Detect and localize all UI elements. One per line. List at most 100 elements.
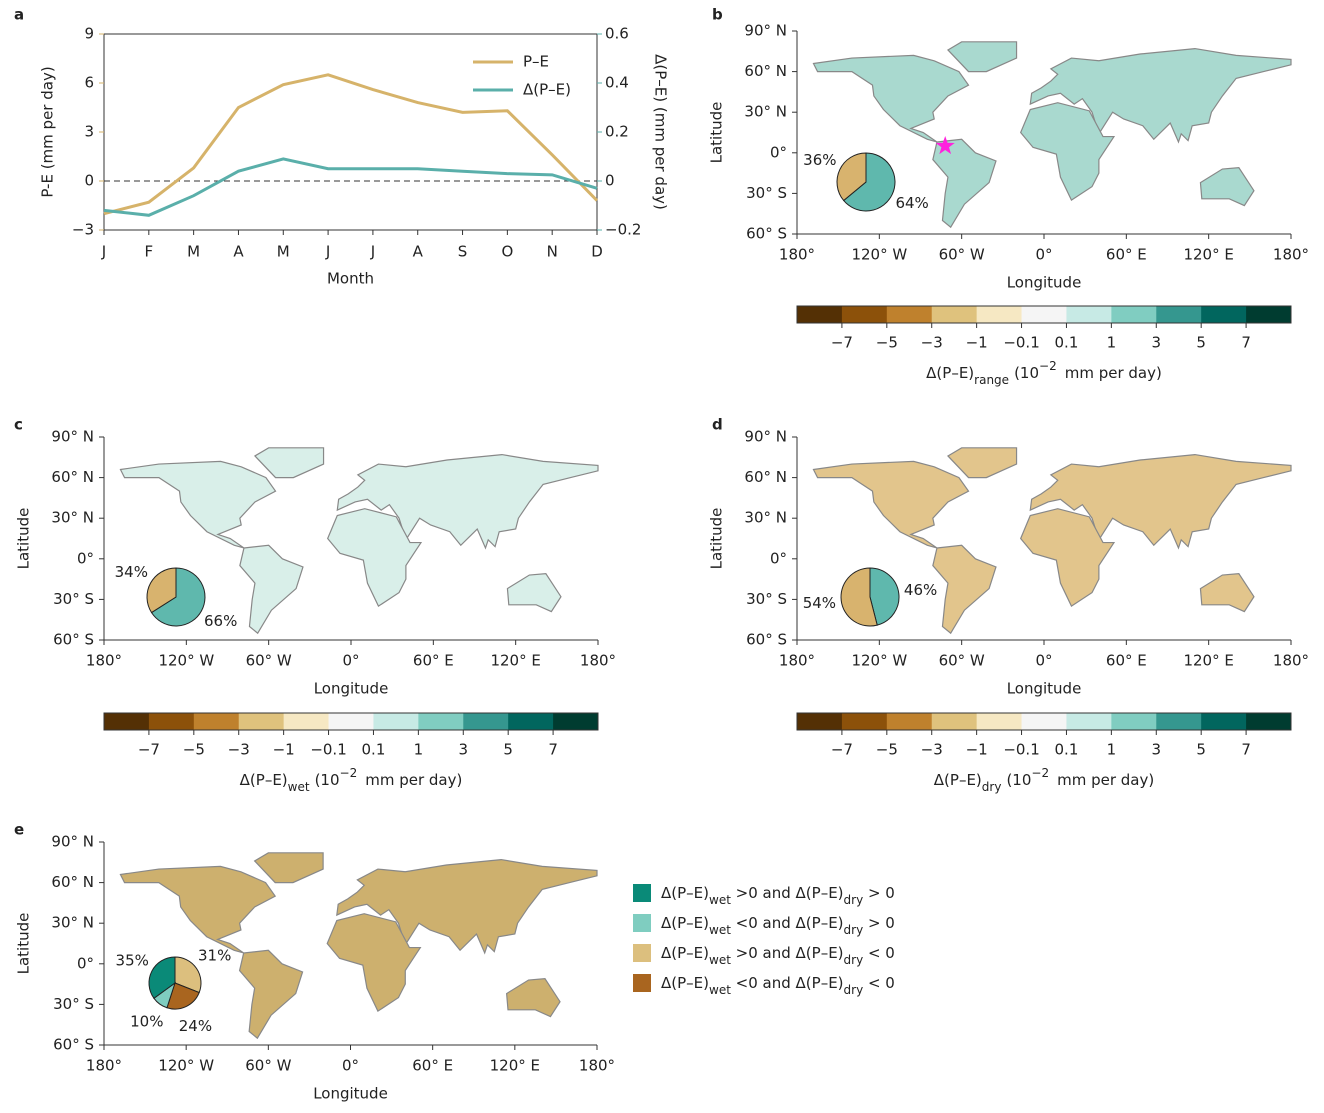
colorbar-bin — [1201, 713, 1247, 730]
x-tick-label: 180° — [580, 652, 616, 670]
pie-label: 36% — [803, 151, 836, 169]
x-axis-label: Longitude — [1007, 680, 1082, 698]
colorbar-bin — [931, 713, 978, 730]
y-tick-label: 30° S — [53, 995, 94, 1013]
colorbar-frame — [103, 712, 599, 731]
colorbar-bin — [976, 306, 1023, 323]
colorbar-tick-label: 3 — [1151, 741, 1161, 759]
y2-tick-label: 0.2 — [605, 123, 629, 141]
title-exp: −2 — [1039, 359, 1057, 373]
legend-text: >0 and Δ(P–E) — [731, 944, 844, 962]
location-marker — [935, 136, 955, 155]
colorbar-bin — [1246, 306, 1292, 323]
y-tick-label: 6 — [84, 74, 94, 92]
colorbar-tick-label: −7 — [138, 741, 160, 759]
x-tick-label: 0° — [1035, 652, 1052, 670]
y-tick-label: 30° N — [51, 914, 94, 932]
legend-sub: dry — [844, 923, 864, 937]
colorbar-bin — [283, 713, 330, 730]
x-axis-label: Longitude — [1007, 274, 1082, 292]
pie-slice — [150, 567, 206, 627]
land — [1199, 573, 1255, 613]
colorbar-tick-label: 0.1 — [362, 741, 386, 759]
legend-label: P–E — [523, 53, 549, 71]
colorbar-bin — [841, 713, 888, 730]
colorbar-tick-label: 3 — [1151, 334, 1161, 352]
x-tick-label: 60° E — [412, 1057, 453, 1075]
pie-label: 31% — [198, 947, 231, 965]
x-tick-label: 120° E — [1183, 246, 1233, 264]
pie-slice — [148, 956, 176, 999]
land — [1199, 167, 1255, 207]
y-tick-label: 90° N — [51, 833, 94, 851]
x-axis-label: Longitude — [314, 680, 389, 698]
title-sub: wet — [288, 780, 310, 794]
colorbar-bin — [797, 713, 843, 730]
colorbar-bin — [373, 713, 419, 730]
colorbar-tick-label: 7 — [1241, 334, 1251, 352]
land — [932, 138, 997, 229]
legend-sub: wet — [709, 953, 731, 967]
x-axis-label: Longitude — [313, 1085, 388, 1103]
pie-slice — [869, 567, 900, 626]
x-tick-label: A — [233, 243, 244, 261]
x-tick-label: 120° E — [490, 652, 540, 670]
land — [1019, 508, 1116, 608]
legend-text: Δ(P–E) — [661, 974, 709, 992]
y2-tick-label: 0.4 — [605, 74, 629, 92]
legend-label: Δ(P–E)wet <0 and Δ(P–E)dry > 0 — [661, 914, 895, 937]
title-unit: (10 — [1014, 364, 1039, 382]
x-tick-label: J — [325, 243, 330, 261]
pie-label: 54% — [803, 594, 836, 612]
pie-label: 46% — [904, 581, 937, 599]
panel-label: d — [712, 416, 723, 434]
legend-swatch — [633, 974, 651, 992]
x-tick-label: 60° E — [1106, 246, 1147, 264]
pie-slice — [146, 567, 177, 614]
legend-sub: wet — [709, 983, 731, 997]
pie-label: 34% — [115, 563, 148, 581]
y-tick-label: 60° N — [51, 468, 94, 486]
colorbar-tick-label: 5 — [1196, 741, 1206, 759]
colorbar-tick-label: 7 — [1241, 741, 1251, 759]
legend-label: Δ(P–E)wet >0 and Δ(P–E)dry > 0 — [661, 884, 895, 907]
title-tail: mm per day) — [1057, 771, 1154, 789]
y-tick-label: 60° S — [53, 1036, 94, 1054]
panel-label: b — [712, 6, 723, 24]
legend-text: Δ(P–E) — [661, 944, 709, 962]
title-unit: (10 — [1006, 771, 1031, 789]
series-line — [103, 157, 598, 217]
colorbar-bin — [1021, 306, 1067, 323]
land — [932, 544, 997, 635]
title-unit: (10 — [315, 771, 340, 789]
colorbar-bin — [1156, 306, 1202, 323]
colorbar-tick-label: −0.1 — [310, 741, 346, 759]
x-tick-label: 0° — [1035, 246, 1052, 264]
legend-text: < 0 — [863, 944, 895, 962]
y-tick-label: 90° N — [744, 22, 787, 40]
panel-label: c — [14, 416, 23, 434]
legend-swatch — [633, 914, 651, 932]
legend-sub: wet — [709, 923, 731, 937]
pie-slice — [842, 152, 896, 212]
x-tick-label: S — [458, 243, 468, 261]
x-tick-label: A — [413, 243, 424, 261]
land — [506, 573, 562, 613]
pie-slice — [840, 567, 878, 627]
y-axis-label: P-E (mm per day) — [39, 66, 57, 197]
legend-sub: dry — [844, 983, 864, 997]
y-tick-label: 3 — [84, 123, 94, 141]
title-sub: range — [974, 373, 1009, 387]
colorbar-bin — [1201, 306, 1247, 323]
colorbar-tick-label: 1 — [414, 741, 424, 759]
y-tick-label: 9 — [84, 25, 94, 43]
y-axis-label: Latitude — [15, 913, 33, 975]
land — [505, 978, 561, 1018]
y-tick-label: 30° N — [744, 509, 787, 527]
colorbar-tick-label: −1 — [273, 741, 295, 759]
x-tick-label: 180° — [779, 652, 815, 670]
y-tick-label: 60° N — [744, 62, 787, 80]
y-tick-label: 30° N — [744, 103, 787, 121]
title-exp: −2 — [340, 766, 358, 780]
panel-label: a — [14, 6, 24, 24]
